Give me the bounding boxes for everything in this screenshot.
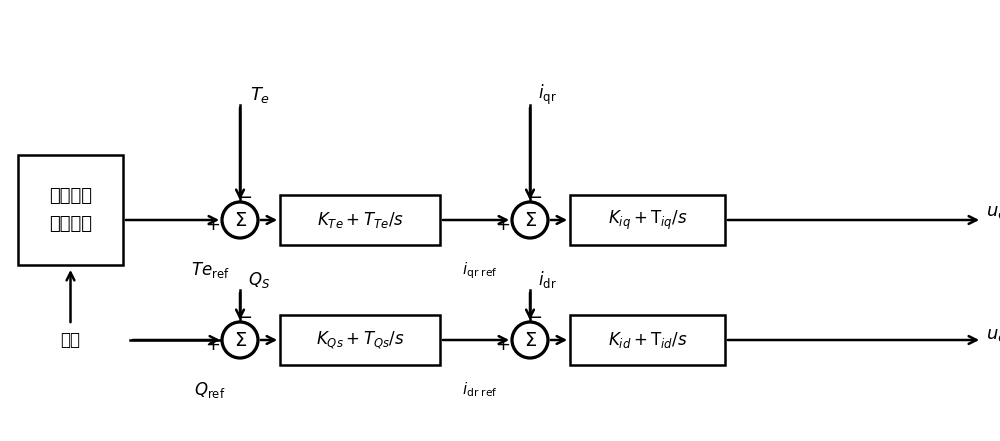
Text: $i_{\mathrm{qr}}$: $i_{\mathrm{qr}}$ — [538, 83, 557, 107]
Text: 风速: 风速 — [60, 331, 80, 349]
Text: $Te_{\mathrm{ref}}$: $Te_{\mathrm{ref}}$ — [191, 260, 229, 280]
Text: $Q_S$: $Q_S$ — [248, 270, 270, 290]
Bar — [280, 195, 440, 245]
Text: $\Sigma$: $\Sigma$ — [234, 330, 246, 350]
Text: $Q_{\mathrm{ref}}$: $Q_{\mathrm{ref}}$ — [194, 380, 226, 400]
Text: $i_{\mathrm{dr}}$: $i_{\mathrm{dr}}$ — [538, 269, 557, 291]
Text: +: + — [496, 336, 511, 354]
Text: $u_{\mathrm{qr}}$: $u_{\mathrm{qr}}$ — [986, 205, 1000, 225]
Text: +: + — [206, 336, 220, 354]
Text: $-$: $-$ — [527, 187, 543, 205]
Text: $K_{iq}+\mathrm{T}_{iq}/s$: $K_{iq}+\mathrm{T}_{iq}/s$ — [608, 209, 687, 232]
Circle shape — [512, 322, 548, 358]
Bar — [570, 315, 725, 365]
Text: $u_{\mathrm{dr}}$: $u_{\mathrm{dr}}$ — [986, 326, 1000, 344]
Text: $\Sigma$: $\Sigma$ — [524, 210, 536, 229]
Bar — [570, 195, 725, 245]
Text: $-$: $-$ — [237, 307, 253, 325]
Text: +: + — [496, 216, 511, 234]
Bar — [18, 155, 123, 265]
Text: $-$: $-$ — [237, 187, 253, 205]
Text: $T_e$: $T_e$ — [250, 85, 270, 105]
Text: $\Sigma$: $\Sigma$ — [524, 330, 536, 350]
Bar — [280, 315, 440, 365]
Circle shape — [222, 322, 258, 358]
Text: $i_{\mathrm{qr\ ref}}$: $i_{\mathrm{qr\ ref}}$ — [462, 260, 498, 280]
Text: $K_{Qs}+T_{Qs}/s$: $K_{Qs}+T_{Qs}/s$ — [316, 329, 404, 351]
Text: $K_{Te}+T_{Te}/s$: $K_{Te}+T_{Te}/s$ — [317, 210, 403, 230]
Text: $K_{id}+\mathrm{T}_{id}/s$: $K_{id}+\mathrm{T}_{id}/s$ — [608, 330, 687, 350]
Text: 追踪控制: 追踪控制 — [49, 215, 92, 233]
Text: $i_{\mathrm{dr\ ref}}$: $i_{\mathrm{dr\ ref}}$ — [462, 380, 498, 399]
Text: $-$: $-$ — [527, 307, 543, 325]
Circle shape — [222, 202, 258, 238]
Text: +: + — [206, 216, 220, 234]
Text: $\Sigma$: $\Sigma$ — [234, 210, 246, 229]
Text: 最大风能: 最大风能 — [49, 187, 92, 205]
Circle shape — [512, 202, 548, 238]
